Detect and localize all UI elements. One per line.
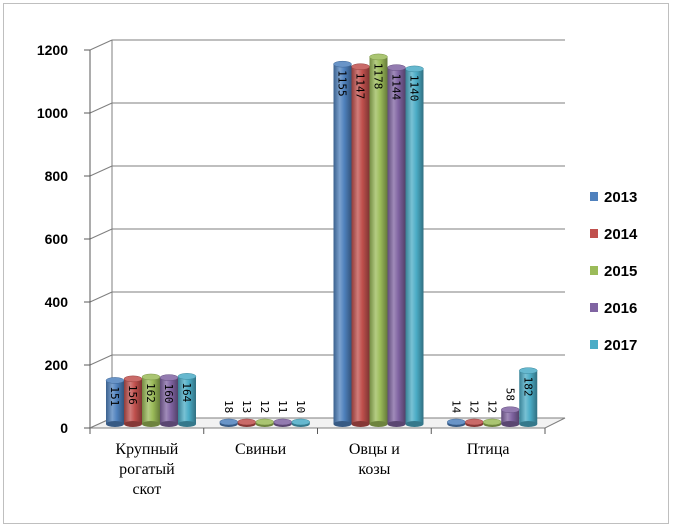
data-label: 11 bbox=[276, 400, 289, 413]
bar bbox=[387, 67, 406, 424]
bar-base bbox=[405, 421, 424, 427]
data-label: 182 bbox=[521, 377, 534, 397]
x-category-label: Птица bbox=[467, 441, 510, 458]
data-label: 151 bbox=[108, 386, 121, 406]
bar-top bbox=[369, 53, 388, 61]
legend-label: 2017 bbox=[604, 337, 637, 354]
bar-base bbox=[519, 421, 538, 427]
bar bbox=[351, 66, 370, 424]
data-label: 156 bbox=[126, 385, 139, 405]
data-label: 58 bbox=[503, 388, 516, 401]
data-label: 160 bbox=[162, 384, 175, 404]
bar-top bbox=[159, 374, 179, 381]
bar-base bbox=[142, 421, 160, 427]
legend-swatch bbox=[590, 303, 598, 312]
bar-top bbox=[501, 406, 520, 413]
data-label: 1178 bbox=[372, 63, 385, 90]
bar-base bbox=[333, 421, 352, 427]
bar-top bbox=[105, 377, 125, 384]
data-label: 162 bbox=[144, 383, 157, 403]
gridline-depth bbox=[89, 291, 113, 303]
data-label: 12 bbox=[258, 400, 271, 413]
data-label: 1155 bbox=[336, 70, 349, 97]
bar bbox=[106, 380, 124, 424]
x-category-label: Крупный bbox=[115, 441, 178, 458]
x-category-label: рогатый bbox=[119, 461, 175, 478]
data-label: 10 bbox=[294, 400, 307, 413]
bar-base bbox=[351, 421, 370, 427]
bar-base bbox=[124, 421, 142, 427]
y-tick-label: 400 bbox=[45, 294, 69, 310]
x-category-label: Свиньи bbox=[235, 441, 287, 458]
bar bbox=[160, 377, 178, 424]
y-tick-label: 600 bbox=[45, 231, 69, 247]
bar-top bbox=[255, 418, 274, 426]
data-label: 12 bbox=[485, 400, 498, 413]
chart-frame bbox=[3, 3, 669, 524]
gridline-depth bbox=[89, 228, 113, 240]
legend-label: 2015 bbox=[604, 263, 637, 280]
legend-label: 2016 bbox=[604, 300, 637, 317]
x-category-label: козы bbox=[358, 461, 390, 478]
gridline-depth bbox=[89, 165, 113, 177]
bar-top bbox=[483, 418, 502, 426]
legend-swatch bbox=[590, 192, 598, 201]
bar-base bbox=[106, 421, 124, 427]
bar-top bbox=[273, 418, 292, 426]
bar-top bbox=[123, 375, 143, 383]
legend-label: 2013 bbox=[604, 189, 637, 206]
legend-swatch bbox=[590, 229, 598, 238]
legend-swatch bbox=[590, 266, 598, 275]
bar-top bbox=[237, 418, 256, 426]
legend-label: 2014 bbox=[604, 226, 638, 243]
data-label: 1144 bbox=[390, 74, 403, 101]
gridline-depth bbox=[89, 39, 113, 51]
bar-top bbox=[291, 418, 310, 426]
data-label: 164 bbox=[180, 382, 193, 402]
bar-top bbox=[177, 373, 197, 380]
bar-top bbox=[447, 418, 466, 426]
bar-base bbox=[369, 421, 388, 427]
bar bbox=[501, 409, 520, 424]
bar-base bbox=[501, 421, 520, 427]
bar-top bbox=[387, 64, 406, 71]
gridline-depth bbox=[89, 354, 113, 366]
bar-top bbox=[519, 367, 538, 374]
bar-top bbox=[141, 373, 161, 381]
bar-top bbox=[219, 418, 238, 426]
bar bbox=[333, 64, 352, 425]
bar bbox=[124, 378, 142, 424]
bar-top bbox=[465, 418, 484, 426]
data-label: 18 bbox=[222, 400, 235, 413]
y-tick-label: 800 bbox=[45, 168, 69, 184]
bar-top bbox=[351, 63, 370, 70]
bar bbox=[519, 370, 538, 424]
y-tick-label: 200 bbox=[45, 357, 69, 373]
bar-base bbox=[178, 421, 196, 427]
bar-base bbox=[387, 421, 406, 427]
bar bbox=[405, 68, 424, 425]
gridline-depth bbox=[89, 102, 113, 114]
bar bbox=[178, 376, 196, 424]
legend-swatch bbox=[590, 340, 598, 349]
data-label: 12 bbox=[467, 400, 480, 413]
data-label: 1147 bbox=[354, 73, 367, 100]
chart-floor bbox=[89, 417, 566, 429]
x-category-label: скот bbox=[132, 481, 161, 498]
bar-top bbox=[333, 60, 352, 68]
bar bbox=[142, 376, 160, 424]
data-label: 13 bbox=[240, 400, 253, 413]
y-tick-label: 1000 bbox=[37, 105, 68, 121]
data-label: 14 bbox=[449, 400, 462, 414]
data-label: 1140 bbox=[408, 75, 421, 102]
y-tick-label: 0 bbox=[60, 420, 68, 436]
y-tick-label: 1200 bbox=[37, 42, 68, 58]
bar-base bbox=[160, 421, 178, 427]
x-category-label: Овцы и bbox=[349, 441, 400, 458]
bar-top bbox=[405, 65, 424, 73]
bar bbox=[369, 56, 388, 425]
